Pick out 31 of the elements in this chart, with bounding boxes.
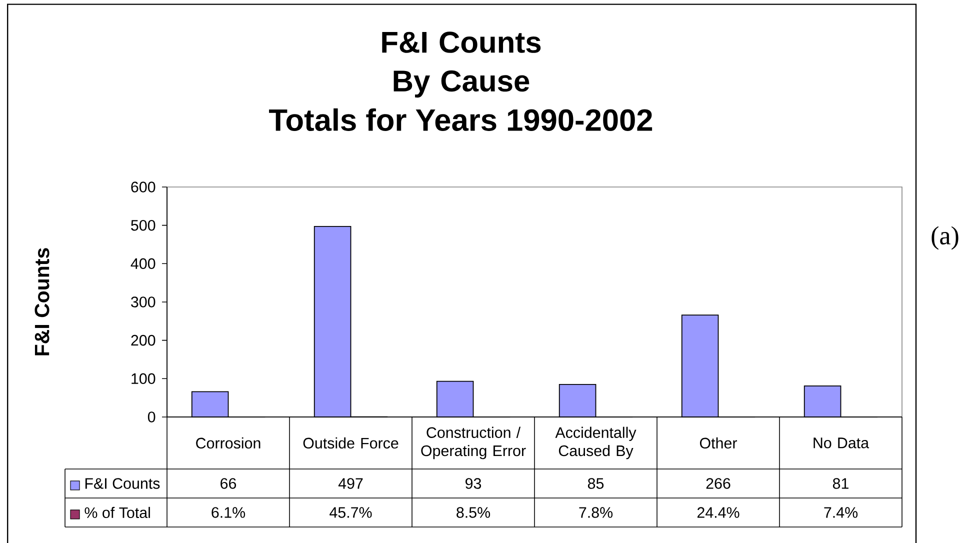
x-tick-label: Outside Force <box>303 437 398 449</box>
data-label: 66 <box>220 478 236 489</box>
data-label: 45.7% <box>330 507 372 518</box>
x-tick-label: No Data <box>814 438 870 448</box>
y-tick-label: 400 <box>130 258 156 270</box>
y-axis-title: F&I Counts <box>34 248 50 356</box>
x-tick-label: Other <box>700 437 738 449</box>
legend-label: F&I Counts <box>85 478 160 489</box>
data-label: 497 <box>338 478 363 489</box>
y-tick-label: 100 <box>132 373 156 384</box>
y-tick-label: 300 <box>131 296 156 308</box>
y-tick-label: 200 <box>131 334 156 346</box>
y-tick-label: 500 <box>131 220 156 231</box>
x-tick-label: Corrosion <box>196 437 260 449</box>
x-tick-label: Accidentally Caused By <box>555 426 636 460</box>
y-tick-label: 600 <box>131 182 156 192</box>
data-label: 81 <box>832 478 848 489</box>
data-label: 7.4% <box>824 507 858 518</box>
legend-label: % of Total <box>84 506 150 518</box>
data-label: 93 <box>466 478 482 489</box>
text: (a) <box>932 226 958 250</box>
x-tick-label: Construction / Operating Error <box>421 426 526 460</box>
data-label: 24.4% <box>697 507 740 518</box>
data-label: 7.8% <box>579 507 613 518</box>
data-label: 266 <box>706 478 730 489</box>
y-tick-label: 0 <box>148 412 156 422</box>
data-label: 6.1% <box>212 507 246 518</box>
data-label: 85 <box>588 478 604 489</box>
data-label: 8.5% <box>456 507 490 518</box>
chart-title: F&I Counts By Cause <box>382 32 541 98</box>
chart-subtitle: Totals for Years 1990-2002 <box>269 108 652 131</box>
